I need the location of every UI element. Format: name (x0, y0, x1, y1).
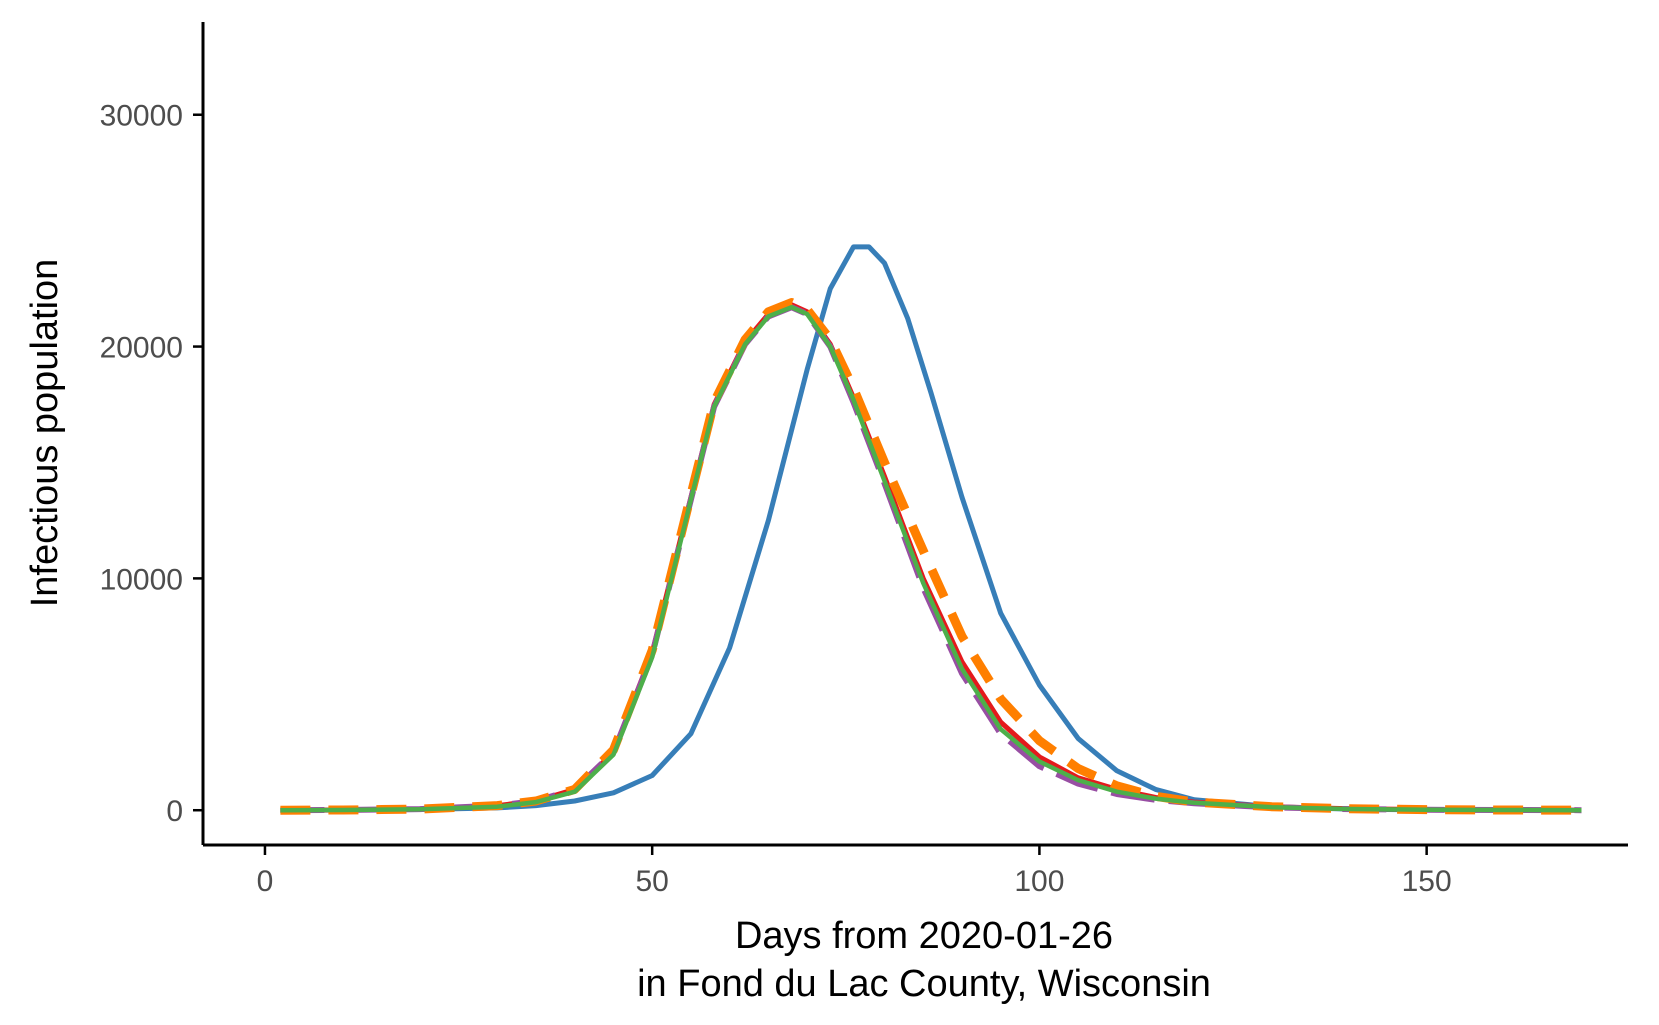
x-tick-label: 150 (1402, 865, 1452, 898)
x-axis-ticks: 0 50 100 150 (257, 845, 1452, 898)
plot-series (280, 244, 1582, 815)
series-line-1 (280, 244, 1582, 813)
y-axis-ticks: 0 10000 20000 30000 (100, 100, 203, 828)
y-tick-label: 20000 (100, 332, 183, 365)
x-axis-title-line2: in Fond du Lac County, Wisconsin (637, 963, 1211, 1005)
y-tick-label: 0 (166, 795, 183, 828)
x-tick-label: 50 (635, 865, 668, 898)
x-tick-label: 100 (1014, 865, 1064, 898)
series-line-5 (280, 304, 1582, 813)
y-tick-label: 10000 (100, 563, 183, 596)
x-tick-label: 0 (257, 865, 274, 898)
series-line-3 (280, 304, 1582, 814)
y-axis-title: Infectious population (24, 259, 66, 608)
series-line-4 (280, 298, 1582, 815)
series-line-2 (280, 302, 1582, 813)
x-axis-title-line1: Days from 2020-01-26 (735, 915, 1113, 957)
y-tick-label: 30000 (100, 100, 183, 133)
